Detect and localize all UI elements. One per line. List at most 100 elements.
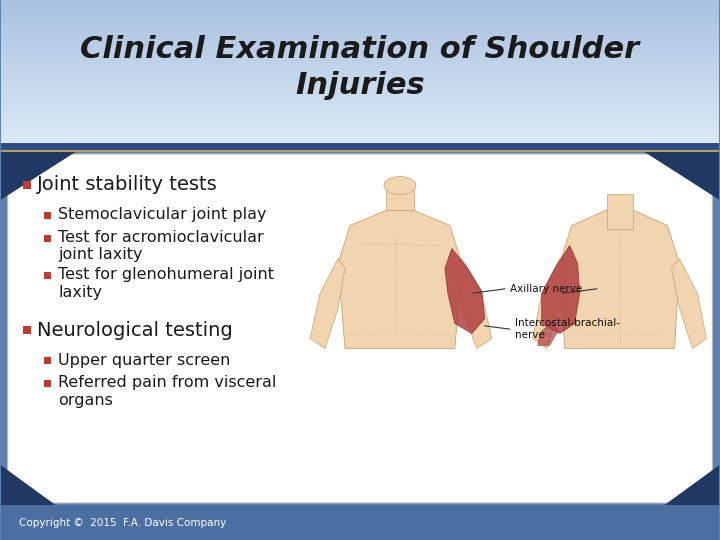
Bar (1, 142, 719, 143)
Bar (1, 116, 719, 117)
Bar (1, 50, 719, 51)
Text: Test for glenohumeral joint: Test for glenohumeral joint (58, 267, 274, 282)
Bar (1, 60, 719, 61)
Bar (1, 25, 719, 26)
Bar (1, 71, 719, 72)
Text: Injuries: Injuries (295, 71, 425, 99)
Bar (1, 130, 719, 131)
Bar (1, 123, 719, 124)
Bar (1, 48, 719, 49)
Bar (1, 64, 719, 65)
Bar (1, 20, 719, 21)
Bar (1, 118, 719, 119)
Polygon shape (445, 248, 485, 334)
Bar (1, 75, 719, 76)
Text: Neurological testing: Neurological testing (37, 321, 233, 340)
Polygon shape (1, 152, 76, 200)
Bar (1, 141, 719, 142)
Bar (1, 2, 719, 3)
Bar (1, 115, 719, 116)
Bar (1, 110, 719, 111)
Bar (1, 57, 719, 58)
Bar (1, 120, 719, 121)
Bar (1, 140, 719, 141)
Text: Referred pain from visceral: Referred pain from visceral (58, 375, 277, 390)
Bar (45, 272, 52, 279)
Bar (1, 45, 719, 46)
Bar (1, 58, 719, 59)
Bar (1, 90, 719, 91)
Bar (1, 52, 719, 53)
Bar (1, 109, 719, 110)
Bar (1, 74, 719, 75)
Bar (1, 89, 719, 90)
Bar (1, 505, 719, 540)
Bar (1, 34, 719, 35)
Polygon shape (559, 211, 680, 348)
Bar (1, 47, 719, 48)
Bar (1, 32, 719, 33)
Polygon shape (533, 259, 567, 348)
Bar (1, 127, 719, 128)
Bar (1, 88, 719, 89)
Bar (386, 188, 414, 228)
Bar (1, 117, 719, 118)
Text: nerve: nerve (515, 330, 544, 341)
Bar (1, 93, 719, 94)
Bar (1, 70, 719, 71)
Bar (1, 96, 719, 97)
Bar (22, 181, 30, 189)
Bar (1, 27, 719, 28)
Bar (1, 83, 719, 84)
Bar (45, 212, 52, 219)
Bar (1, 63, 719, 64)
Bar (1, 38, 719, 39)
Bar (1, 21, 719, 22)
Text: Axillary nerve: Axillary nerve (510, 284, 582, 294)
Polygon shape (672, 259, 706, 348)
Bar (1, 66, 719, 67)
Bar (1, 6, 719, 7)
Bar (1, 3, 719, 4)
Bar (1, 35, 719, 36)
Bar (1, 129, 719, 130)
Bar (1, 28, 719, 29)
Bar (1, 22, 719, 23)
Bar (1, 135, 719, 136)
Bar (1, 94, 719, 95)
Bar (1, 56, 719, 57)
Bar (1, 131, 719, 132)
Bar (1, 139, 719, 140)
Bar (1, 36, 719, 37)
Bar (1, 133, 719, 134)
Bar (1, 16, 719, 17)
Bar (1, 136, 719, 137)
Polygon shape (1, 465, 55, 505)
Bar (1, 84, 719, 85)
Bar (1, 77, 719, 78)
Bar (1, 128, 719, 129)
Bar (1, 102, 719, 103)
Polygon shape (538, 321, 558, 346)
Bar (1, 125, 719, 126)
Bar (1, 4, 719, 5)
Bar (1, 72, 719, 73)
Bar (1, 103, 719, 104)
Bar (1, 53, 719, 54)
Bar (1, 9, 719, 10)
Bar (1, 1, 719, 2)
Bar (1, 100, 719, 101)
Bar (1, 132, 719, 133)
Bar (1, 40, 719, 41)
Bar (1, 17, 719, 18)
Bar (1, 86, 719, 87)
Polygon shape (644, 152, 719, 200)
Bar (1, 81, 719, 82)
Bar (1, 39, 719, 40)
Bar (1, 68, 719, 69)
Bar (1, 95, 719, 96)
Text: joint laxity: joint laxity (58, 247, 143, 262)
Bar (1, 134, 719, 135)
Bar (1, 18, 719, 19)
Bar (1, 44, 719, 45)
